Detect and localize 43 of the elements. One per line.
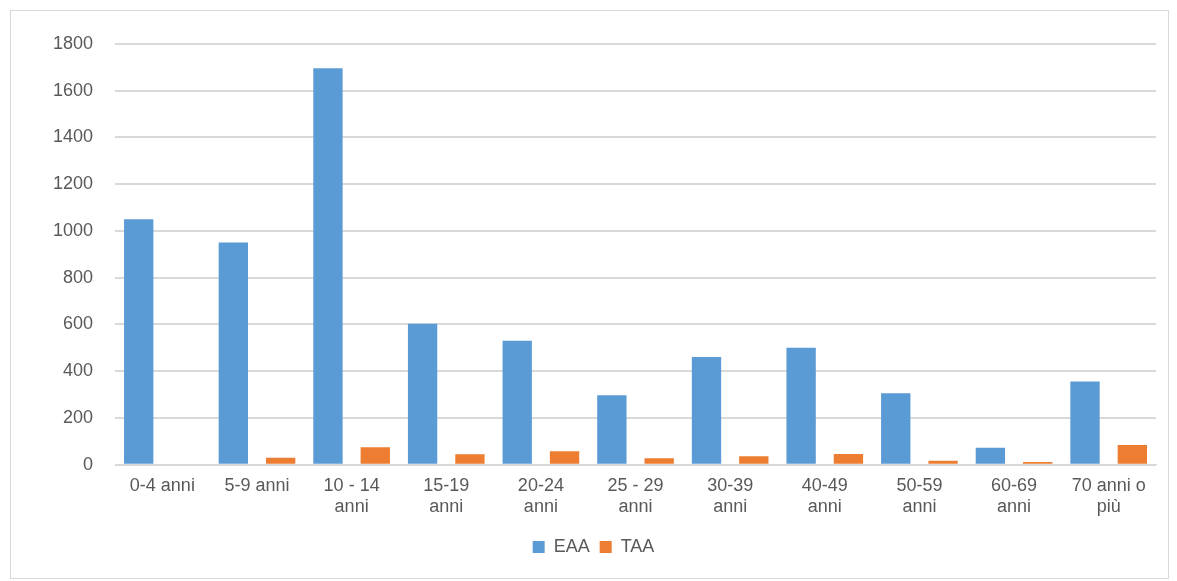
y-tick-label: 600 [63, 313, 94, 334]
bar [265, 457, 296, 464]
x-tick-label: 70 anni o più [1071, 474, 1146, 517]
bar [502, 340, 532, 464]
bar [313, 68, 343, 464]
x-tick-label: 5-9 anni [224, 474, 290, 495]
bar [1070, 381, 1100, 464]
bar [928, 460, 958, 464]
legend-label: TAA [620, 535, 655, 556]
bar [881, 393, 911, 464]
x-tick-label: 50-59 anni [896, 474, 943, 517]
legend-label: EAA [553, 535, 590, 556]
y-tick-label: 400 [63, 360, 94, 381]
y-tick-label: 1000 [53, 219, 94, 240]
bar [597, 395, 627, 464]
bar [218, 242, 248, 464]
y-tick-label: 0 [83, 453, 94, 474]
x-tick-label: 60-69 anni [991, 474, 1038, 517]
y-tick-label: 1600 [53, 79, 94, 100]
bar [786, 347, 816, 464]
x-tick-label: 20-24 anni [517, 474, 564, 517]
y-tick-label: 1800 [53, 32, 94, 53]
bar [1117, 444, 1148, 464]
bar [691, 356, 722, 464]
x-tick-label: 0-4 anni [129, 474, 195, 495]
bar [644, 458, 674, 464]
bar [407, 323, 438, 464]
bar [739, 456, 769, 464]
bar [549, 451, 580, 464]
y-tick-label: 800 [63, 266, 94, 287]
bar [360, 447, 390, 464]
x-tick-label: 25 - 29 anni [607, 474, 664, 517]
x-tick-label: 30-39 anni [707, 474, 754, 517]
bar [124, 219, 154, 464]
x-tick-label: 10 - 14 anni [323, 474, 380, 517]
y-tick-label: 200 [63, 406, 94, 427]
y-tick-label: 1200 [53, 173, 94, 194]
y-tick-label: 1400 [53, 126, 94, 147]
x-tick-label: 40-49 anni [801, 474, 848, 517]
bar [455, 454, 485, 464]
bar [975, 447, 1006, 464]
x-tick-label: 15-19 anni [423, 474, 470, 517]
bar [833, 454, 864, 464]
